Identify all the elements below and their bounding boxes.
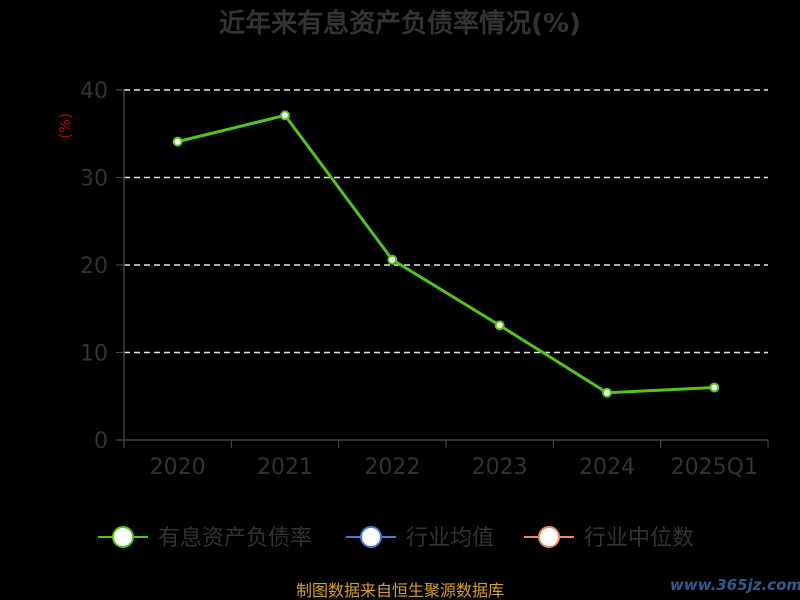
legend-label: 行业均值 — [406, 526, 494, 551]
x-tick-label: 2024 — [579, 455, 635, 480]
grid-lines — [124, 89, 768, 354]
x-tick-label: 2021 — [257, 455, 313, 480]
chart-title: 近年来有息资产负债率情况(%) — [219, 8, 581, 39]
y-tick-label: 20 — [80, 254, 108, 279]
x-tick-label: 2023 — [472, 455, 528, 480]
axes: 0 10 20 30 40 2020 2021 2022 2023 2024 2025Q1 — [80, 79, 769, 480]
legend-label: 行业中位数 — [584, 526, 694, 551]
data-point — [602, 387, 612, 398]
x-tick-label: 2022 — [364, 455, 420, 480]
legend-marker — [360, 526, 382, 548]
legend-item[interactable]: 有息资产负债率 — [98, 526, 312, 551]
legend-item[interactable]: 行业中位数 — [524, 526, 694, 551]
data-point — [172, 136, 183, 147]
legend-marker — [538, 526, 560, 548]
legend-marker — [112, 526, 134, 548]
y-tick-label: 10 — [80, 342, 108, 367]
series-lines — [172, 110, 720, 398]
data-point — [709, 382, 720, 393]
watermark: www.365jz.com — [670, 576, 800, 594]
legend-label: 有息资产负债率 — [158, 526, 312, 551]
y-axis-label: (%) — [56, 113, 74, 139]
y-tick-label: 40 — [80, 79, 108, 104]
x-tick-label: 2020 — [150, 455, 206, 480]
series-line-0 — [177, 113, 715, 395]
x-tick-label: 2025Q1 — [671, 455, 758, 480]
y-tick-label: 0 — [94, 429, 108, 454]
data-point — [494, 320, 505, 331]
legend[interactable]: 有息资产负债率 行业均值 行业中位数 — [98, 526, 694, 551]
data-point — [387, 254, 398, 265]
source-note: 制图数据来自恒生聚源数据库 — [296, 581, 504, 600]
y-tick-label: 30 — [80, 167, 108, 192]
legend-item[interactable]: 行业均值 — [346, 526, 494, 551]
data-point — [280, 110, 290, 121]
